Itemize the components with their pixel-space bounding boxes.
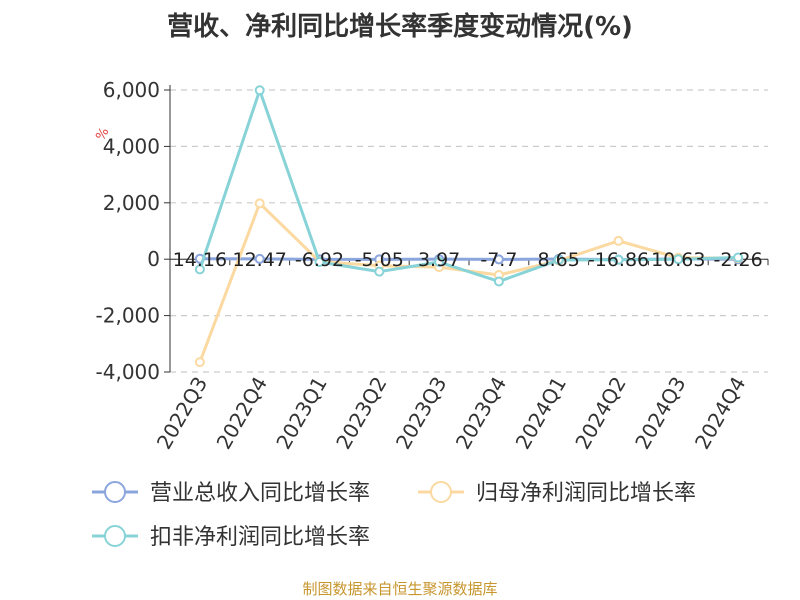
y-tick-label: 2,000: [103, 191, 160, 215]
chart-title: 营收、净利同比增长率季度变动情况(%): [167, 12, 633, 42]
x-tick-label: 2022Q4: [212, 373, 272, 454]
data-point: [254, 198, 265, 209]
data-label: 3.97: [418, 249, 460, 271]
data-point: [673, 254, 684, 265]
legend-marker: [430, 481, 452, 503]
x-tick-label: 2024Q1: [511, 373, 571, 454]
data-point: [613, 254, 624, 265]
data-point: [254, 253, 265, 264]
data-label: 8.65: [538, 249, 580, 271]
data-label: -6.92: [295, 249, 344, 271]
x-tick-label: 2024Q2: [570, 373, 630, 454]
y-tick-label: 4,000: [103, 134, 160, 158]
x-tick-label: 2024Q3: [630, 373, 690, 454]
data-point: [194, 264, 205, 275]
data-label: 12.47: [232, 249, 286, 271]
data-point: [434, 257, 445, 268]
series-line-1: [198, 201, 739, 363]
grid-lines: [170, 89, 768, 373]
y-tick-label: 6,000: [103, 78, 160, 102]
legend-label: 营业总收入同比增长率: [150, 481, 370, 506]
y-tick-label: 0: [147, 247, 160, 271]
data-label: -7.7: [480, 249, 517, 271]
x-tick-label: 2023Q4: [451, 373, 511, 454]
data-point: [733, 252, 744, 263]
data-label: -5.05: [355, 249, 404, 271]
data-label: 10.63: [651, 249, 705, 271]
data-labels: 14.16 12.47 -6.92 -5.05 3.97 -7.7 8.65 -16.86 10…: [173, 249, 763, 271]
series-lines: [194, 85, 744, 368]
data-label: -16.86: [588, 249, 649, 271]
source-note: 制图数据来自恒生聚源数据库: [302, 580, 498, 598]
legend-marker: [104, 525, 126, 547]
data-point: [613, 235, 624, 246]
legend-label: 归母净利润同比增长率: [476, 481, 696, 506]
series-line-2: [198, 88, 739, 283]
legend-marker: [104, 481, 126, 503]
data-label: -2.26: [714, 249, 763, 271]
data-point: [314, 257, 325, 268]
x-axis: 2022Q3 2022Q4 2023Q1 2023Q2 2023Q3 2023Q4 2024…: [152, 258, 769, 454]
y-tick-label: -4,000: [96, 360, 160, 384]
data-label: 14.16: [173, 249, 227, 271]
data-point: [374, 266, 385, 277]
data-point: [194, 357, 205, 368]
data-point: [493, 254, 504, 265]
x-tick-label: 2023Q1: [271, 373, 331, 454]
legend-label: 扣非净利润同比增长率: [150, 525, 370, 550]
data-point: [553, 255, 564, 266]
x-tick-label: 2022Q3: [152, 373, 212, 454]
data-point: [254, 85, 265, 96]
x-tick-label: 2023Q2: [331, 373, 391, 454]
x-tick-label: 2024Q4: [690, 373, 750, 454]
x-tick-label: 2023Q3: [391, 372, 451, 453]
data-point: [493, 276, 504, 287]
y-tick-label: -2,000: [96, 304, 160, 328]
